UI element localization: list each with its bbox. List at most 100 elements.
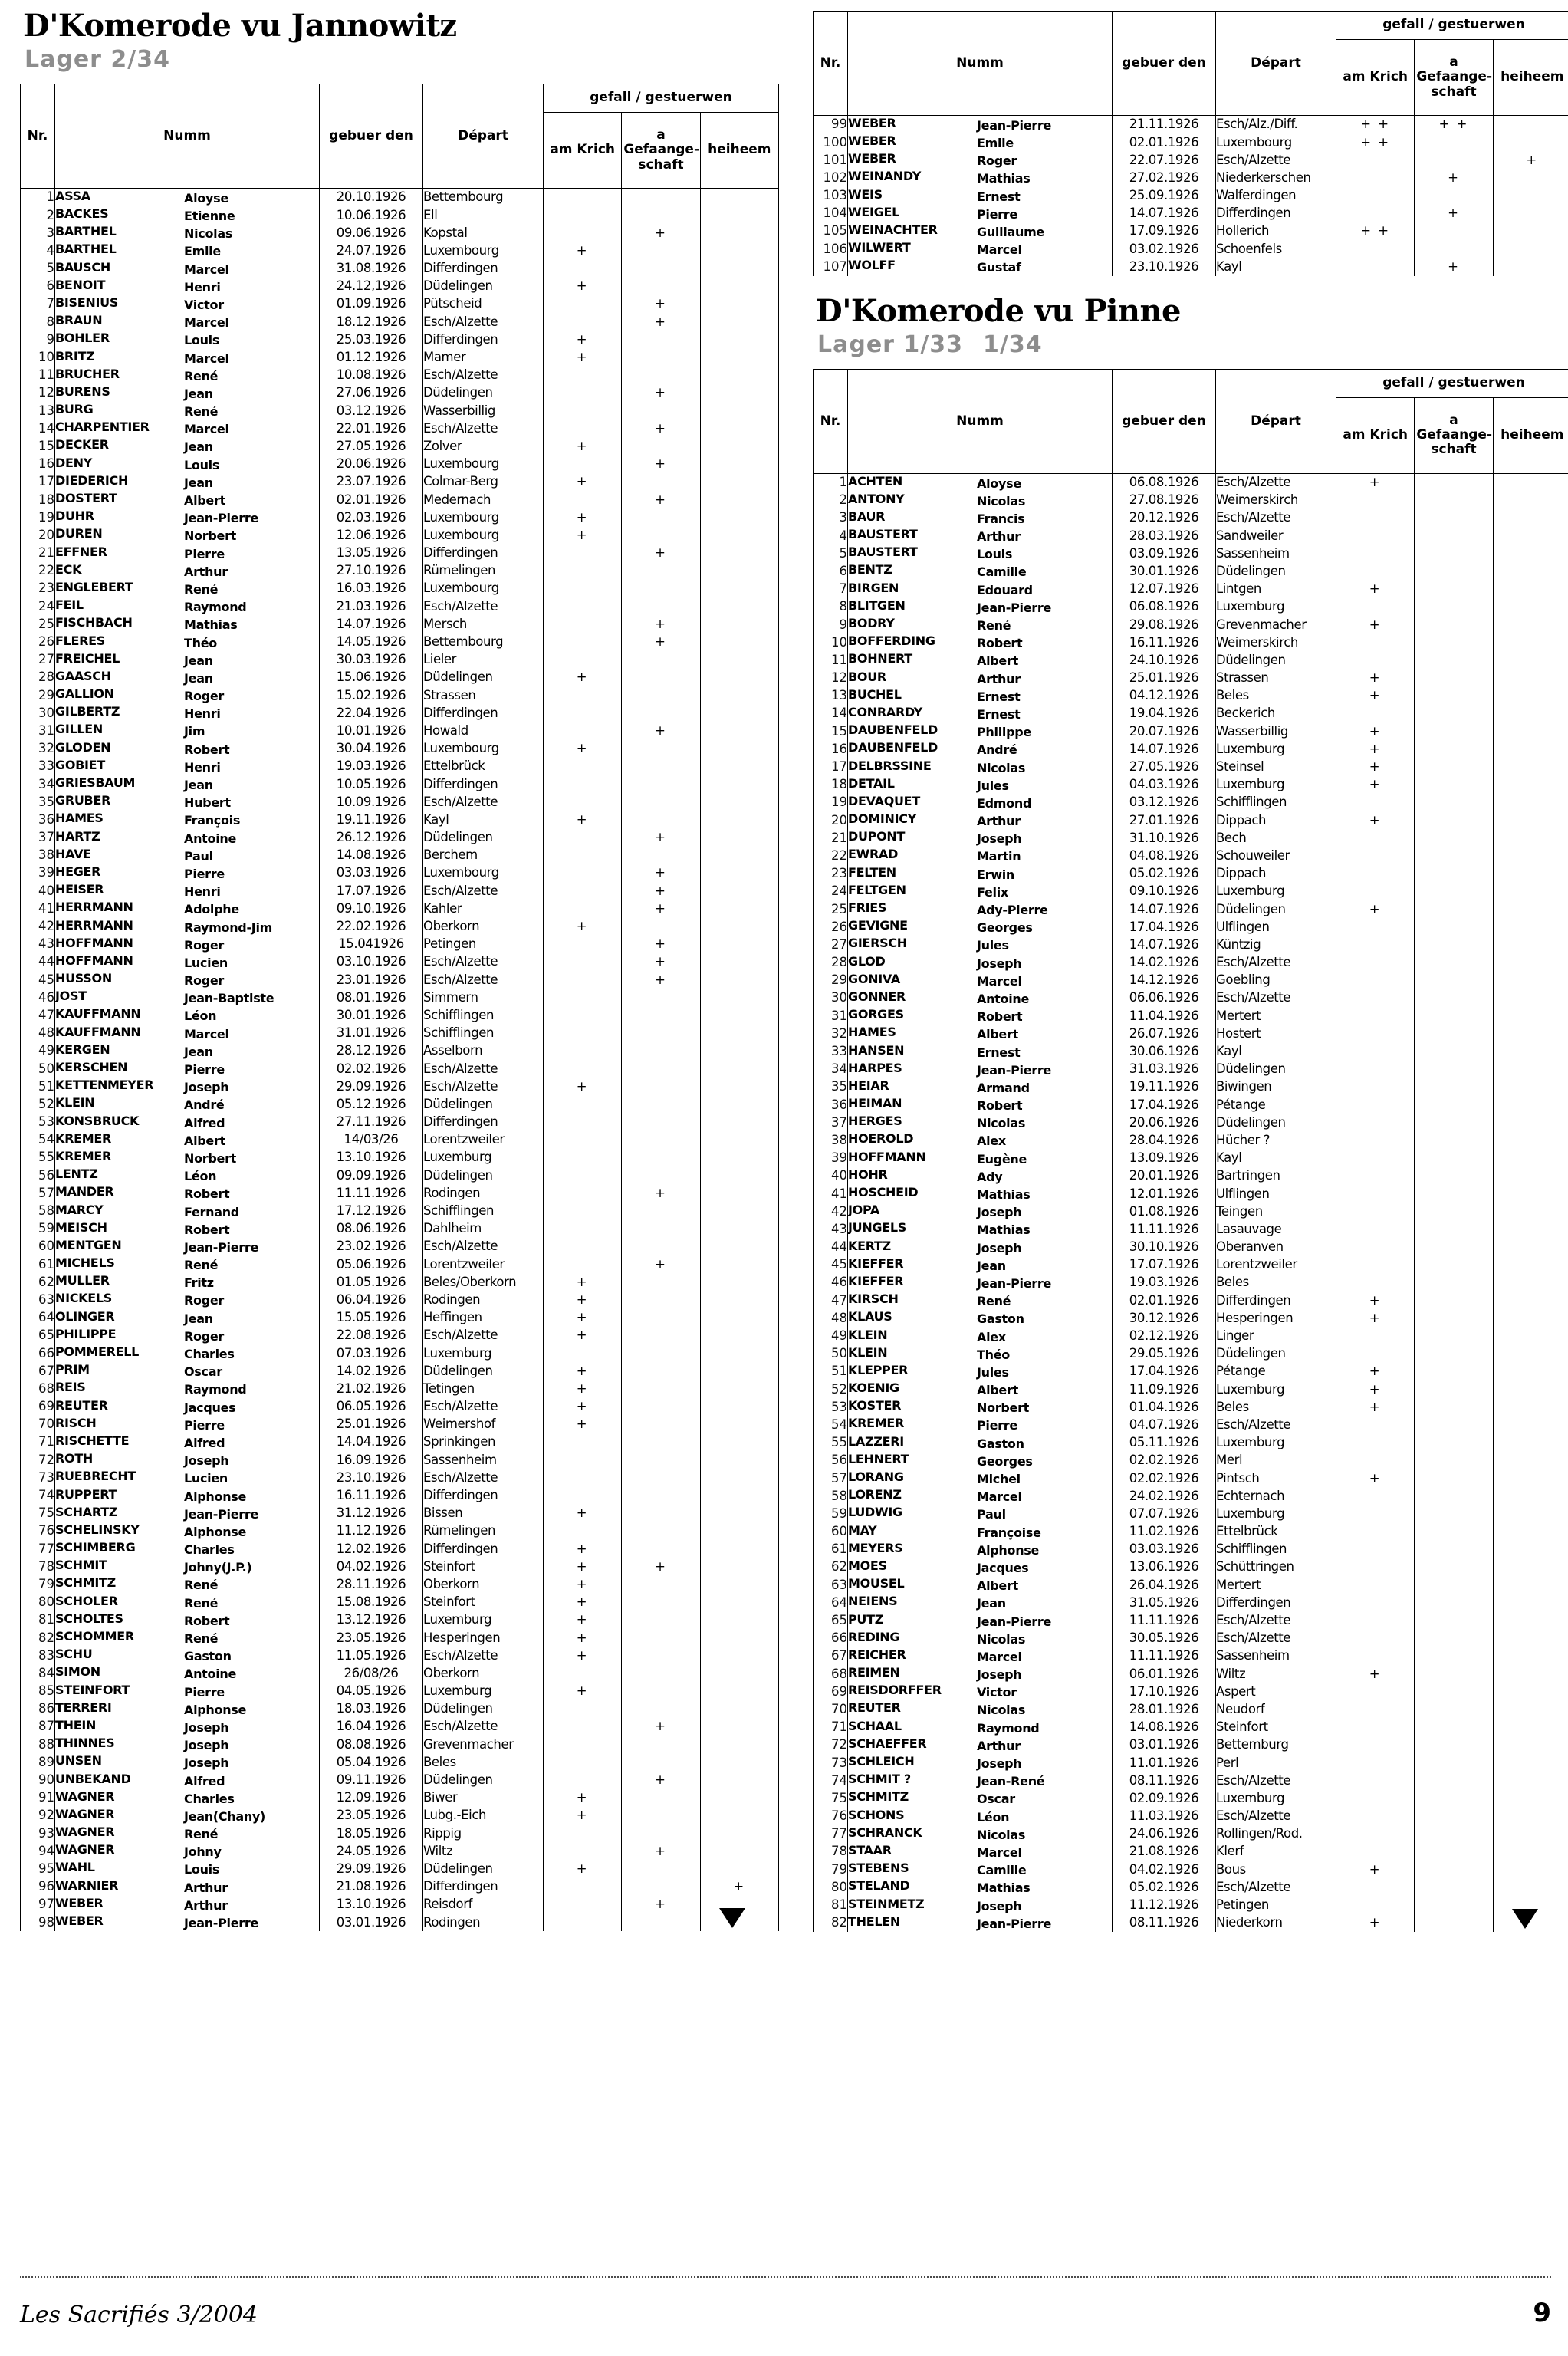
cell-gefaangeschaft <box>621 1593 701 1611</box>
table-row: 75 SCHMITZ Oscar 02.09.1926 Luxemburg <box>813 1789 1568 1808</box>
cell-lastname: BUCHEL <box>848 688 902 701</box>
cell-am-krich <box>542 366 623 385</box>
cell-birthdate: 11.04.1926 <box>1112 1007 1216 1025</box>
cell-depart: Differdingen <box>422 1877 544 1896</box>
cell-lastname: CHARPENTIER <box>55 421 150 434</box>
col-header-nr: Nr. <box>813 11 848 116</box>
cell-name: KAUFFMANN Léon <box>54 1006 320 1025</box>
cell-firstname: François <box>184 813 241 828</box>
cell-gefaangeschaft: + <box>621 455 701 473</box>
cell-heiheem <box>1492 240 1568 258</box>
cell-am-krich: + <box>542 811 623 829</box>
cell-gefaangeschaft <box>621 1825 701 1843</box>
cell-firstname: Ady <box>977 1169 1003 1184</box>
cell-name: BIRGEN Edouard <box>847 580 1113 598</box>
cell-heiheem: + <box>1492 151 1568 169</box>
table-head: Nr. Numm gebuer den Départ gefall / gest… <box>20 84 780 189</box>
cell-firstname: Pierre <box>184 1062 225 1078</box>
table-row: 15 DAUBENFELD Philippe 20.07.1926 Wasserbill… <box>813 722 1568 741</box>
cell-am-krich <box>542 544 623 562</box>
cell-name: DETAIL Jules <box>847 775 1113 795</box>
cell-depart: Sprinkingen <box>422 1433 544 1452</box>
table-row: 82 THELEN Jean-Pierre 08.11.1926 Niederkorn + <box>813 1913 1568 1933</box>
table-row: 39 HOFFMANN Eugène 13.09.1926 Kayl <box>813 1149 1568 1167</box>
cell-birthdate: 11.11.1926 <box>1112 1220 1216 1239</box>
cell-nr: 105 <box>813 222 848 241</box>
cell-nr: 1 <box>813 473 848 492</box>
cell-name: DUREN Norbert <box>54 526 320 545</box>
cell-lastname: HERRMANN <box>55 919 133 932</box>
cell-am-krich <box>542 259 623 278</box>
cell-gefaangeschaft <box>1414 794 1494 812</box>
cell-firstname: Guillaume <box>977 224 1044 239</box>
cell-nr: 66 <box>20 1344 55 1363</box>
cell-birthdate: 04.05.1926 <box>319 1682 423 1700</box>
cell-lastname: BOHLER <box>55 332 110 345</box>
cell-lastname: TERRERI <box>55 1701 112 1714</box>
cell-lastname: WAHL <box>55 1861 95 1874</box>
cell-firstname: Fernand <box>184 1204 239 1219</box>
table-row: 36 HAMES François 19.11.1926 Kayl + <box>20 811 780 829</box>
cell-nr: 64 <box>813 1594 848 1612</box>
cell-nr: 90 <box>20 1771 55 1789</box>
cell-lastname: EWRAD <box>848 848 899 861</box>
cell-lastname: KREMER <box>848 1417 905 1430</box>
cell-gefaangeschaft: + <box>621 1558 701 1576</box>
table-row: 12 BOUR Arthur 25.01.1926 Strassen + <box>813 669 1568 687</box>
cell-am-krich: + <box>542 1575 623 1594</box>
cell-lastname: SCHLEICH <box>848 1755 915 1769</box>
cell-firstname: Marcel <box>977 1489 1022 1505</box>
page-title-pinne: D'Komerode vu Pinne <box>816 292 1182 329</box>
table-row: 77 SCHRANCK Nicolas 24.06.1926 Rollingen/Rod… <box>813 1825 1568 1844</box>
cell-name: HARPES Jean-Pierre <box>847 1060 1113 1079</box>
cell-am-krich: + <box>542 1273 623 1292</box>
cell-gefaangeschaft <box>1414 1505 1494 1523</box>
cell-birthdate: 11.11.1926 <box>1112 1647 1216 1666</box>
cell-heiheem <box>1492 1380 1568 1399</box>
cell-heiheem <box>1492 1754 1568 1772</box>
cell-firstname: Jean-Pierre <box>184 1916 259 1931</box>
cell-am-krich: + <box>542 1682 623 1700</box>
cell-depart: Beles <box>422 1753 544 1772</box>
cell-depart: Kopstal <box>422 224 544 242</box>
cell-depart: Pétange <box>1215 1363 1336 1381</box>
cell-am-krich: + <box>1335 1665 1415 1683</box>
cell-gefaangeschaft <box>1414 1789 1494 1808</box>
cell-lastname: BISENIUS <box>55 296 119 309</box>
cell-nr: 53 <box>813 1398 848 1417</box>
cell-depart: Differdingen <box>422 331 544 349</box>
cell-depart: Luxemburg <box>1215 883 1336 901</box>
cell-am-krich <box>542 971 623 989</box>
cell-name: SCHONS Léon <box>847 1807 1113 1825</box>
cell-depart: Reisdorf <box>422 1896 544 1914</box>
cell-name: WEINACHTER Guillaume <box>847 222 1113 241</box>
cell-lastname: REICHER <box>848 1648 906 1661</box>
cell-nr: 42 <box>813 1203 848 1221</box>
cell-depart: Colmar-Berg <box>422 473 544 492</box>
cell-heiheem <box>699 402 780 420</box>
table-row: 42 JOPA Joseph 01.08.1926 Teingen <box>813 1203 1568 1221</box>
cell-firstname: Mathias <box>977 1222 1031 1238</box>
cell-nr: 4 <box>813 527 848 545</box>
cell-name: KERGEN Jean <box>54 1042 320 1061</box>
cell-gefaangeschaft <box>621 259 701 278</box>
cell-birthdate: 17.09.1926 <box>1112 222 1216 241</box>
cell-birthdate: 11.02.1926 <box>1112 1522 1216 1541</box>
table-row: 58 LORENZ Marcel 24.02.1926 Echternach <box>813 1487 1568 1505</box>
cell-birthdate: 12.01.1926 <box>1112 1185 1216 1203</box>
cell-am-krich <box>542 313 623 331</box>
cell-birthdate: 13.10.1926 <box>319 1149 423 1167</box>
cell-firstname: Lucien <box>184 1471 228 1486</box>
cell-am-krich <box>1335 705 1415 723</box>
cell-firstname: Nicolas <box>184 226 233 242</box>
cell-nr: 69 <box>813 1683 848 1701</box>
cell-firstname: Nicolas <box>977 1631 1026 1647</box>
cell-am-krich <box>1335 258 1415 276</box>
cell-lastname: KETTENMEYER <box>55 1079 154 1092</box>
cell-gefaangeschaft <box>621 1433 701 1452</box>
cell-gefaangeschaft <box>1414 758 1494 776</box>
cell-nr: 51 <box>813 1363 848 1381</box>
cell-firstname: Jean-Pierre <box>184 1506 259 1522</box>
table-row: 44 HOFFMANN Lucien 03.10.1926 Esch/Alzette + <box>20 953 780 972</box>
cell-am-krich <box>542 188 623 207</box>
